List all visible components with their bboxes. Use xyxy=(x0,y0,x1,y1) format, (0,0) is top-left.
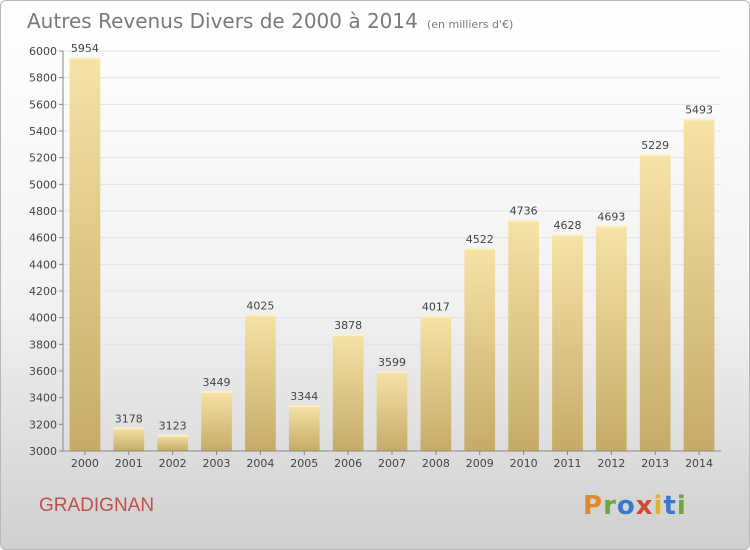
bar xyxy=(683,118,715,451)
y-tick-label: 3200 xyxy=(29,418,57,431)
data-labels: 5954 3178 3123 3449 4025 3344 3878 3599 4017 4522… xyxy=(71,42,713,432)
bar xyxy=(245,314,276,451)
y-tick-label: 4400 xyxy=(29,258,57,271)
x-tick-label: 2000 xyxy=(71,457,99,470)
bar xyxy=(376,371,408,451)
data-label: 3599 xyxy=(378,356,406,369)
y-tick-label: 5400 xyxy=(29,125,57,138)
data-label: 4017 xyxy=(422,300,450,313)
logo-letter: r xyxy=(603,491,617,521)
bar xyxy=(464,248,496,451)
bar xyxy=(639,153,671,452)
bar xyxy=(508,219,539,451)
logo-letter: i xyxy=(676,491,687,521)
y-tick-label: 4200 xyxy=(29,285,57,298)
logo-letter: x xyxy=(635,491,654,521)
chart-title-unit: (en milliers d'€) xyxy=(426,18,514,31)
y-tick-label: 4000 xyxy=(29,312,57,325)
y-tick-label: 3800 xyxy=(29,338,57,351)
bar xyxy=(420,315,452,451)
y-tick-label: 4800 xyxy=(29,205,57,218)
bar-highlight xyxy=(288,405,320,408)
x-tick-label: 2012 xyxy=(597,457,625,470)
bar-highlight xyxy=(113,427,145,430)
x-tick-label: 2005 xyxy=(290,457,318,470)
data-label: 4736 xyxy=(510,205,538,218)
bar xyxy=(552,233,583,451)
bar-highlight xyxy=(683,118,715,121)
bar-highlight xyxy=(552,233,583,236)
bar-highlight xyxy=(595,225,627,228)
logo-letter: t xyxy=(663,491,677,521)
y-tick-label: 5000 xyxy=(29,178,57,191)
bar xyxy=(288,405,320,451)
x-tick-label: 2001 xyxy=(115,457,143,470)
bar xyxy=(113,427,145,451)
data-label: 4628 xyxy=(553,219,581,232)
x-tick-label: 2014 xyxy=(685,457,713,470)
x-tick-label: 2010 xyxy=(510,457,538,470)
bar xyxy=(332,333,364,451)
data-label: 3178 xyxy=(115,412,143,425)
bar-highlight xyxy=(245,314,276,317)
data-label: 4693 xyxy=(597,210,625,223)
logo-letter: P xyxy=(583,491,604,521)
data-label: 3449 xyxy=(203,376,231,389)
chart-title: Autres Revenus Divers de 2000 à 2014 (en… xyxy=(27,9,513,33)
y-tick-label: 4600 xyxy=(29,232,57,245)
data-label: 5493 xyxy=(685,104,713,117)
x-tick-label: 2008 xyxy=(422,457,450,470)
bar-highlight xyxy=(201,391,232,394)
bar-highlight xyxy=(639,153,671,156)
data-label: 3123 xyxy=(159,420,187,433)
bars xyxy=(69,57,715,452)
bar xyxy=(157,434,189,451)
y-tick-label: 3000 xyxy=(29,445,57,458)
x-tick-label: 2002 xyxy=(159,457,187,470)
bar xyxy=(595,225,627,451)
city-name: GRADIGNAN xyxy=(39,495,155,516)
bar-highlight xyxy=(69,57,101,60)
x-tick-label: 2003 xyxy=(203,457,231,470)
bar xyxy=(201,391,232,451)
chart-title-main: Autres Revenus Divers de 2000 à 2014 xyxy=(27,9,418,33)
axes: 3000 3200 3400 3600 3800 4000 4200 4400 4600 4800… xyxy=(29,45,721,470)
bar-highlight xyxy=(464,248,496,251)
y-tick-label: 5600 xyxy=(29,98,57,111)
data-label: 5229 xyxy=(641,139,669,152)
y-tick-label: 3600 xyxy=(29,365,57,378)
bar-highlight xyxy=(376,371,408,374)
data-label: 4522 xyxy=(466,233,494,246)
x-tick-label: 2011 xyxy=(553,457,581,470)
y-tick-label: 6000 xyxy=(29,45,57,58)
bar-highlight xyxy=(332,333,364,336)
proxiti-logo: Proxiti xyxy=(583,491,687,521)
logo-letter: o xyxy=(616,491,636,521)
x-tick-label: 2013 xyxy=(641,457,669,470)
x-tick-label: 2004 xyxy=(246,457,274,470)
logo-letter: i xyxy=(653,491,664,521)
data-label: 3878 xyxy=(334,319,362,332)
bar-highlight xyxy=(157,434,189,437)
bar xyxy=(69,57,101,452)
bar-highlight xyxy=(508,219,539,222)
y-tick-label: 5800 xyxy=(29,72,57,85)
data-label: 3344 xyxy=(290,390,318,403)
y-tick-label: 5200 xyxy=(29,152,57,165)
bar-highlight xyxy=(420,315,452,318)
x-tick-label: 2007 xyxy=(378,457,406,470)
y-tick-label: 3400 xyxy=(29,392,57,405)
data-label: 5954 xyxy=(71,42,99,55)
x-tick-label: 2006 xyxy=(334,457,362,470)
x-tick-label: 2009 xyxy=(466,457,494,470)
data-label: 4025 xyxy=(246,299,274,312)
